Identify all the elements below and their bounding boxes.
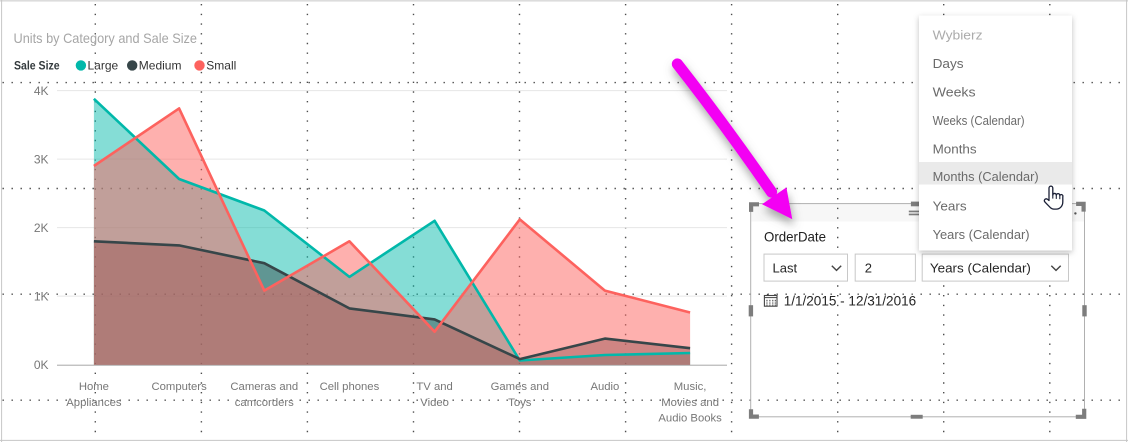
svg-text:Movies and: Movies and — [661, 397, 719, 409]
svg-text:2K: 2K — [34, 221, 49, 235]
svg-text:Months (Calendar): Months (Calendar) — [933, 169, 1039, 184]
svg-text:Music,: Music, — [674, 381, 707, 393]
svg-text:3K: 3K — [34, 152, 49, 166]
svg-text:4K: 4K — [34, 84, 49, 98]
svg-text:Games and: Games and — [491, 381, 549, 393]
svg-text:Video: Video — [420, 397, 449, 409]
svg-text:1K: 1K — [34, 289, 49, 303]
svg-text:Audio: Audio — [590, 381, 619, 393]
svg-text:Weeks: Weeks — [933, 85, 977, 100]
svg-text:OrderDate: OrderDate — [764, 229, 826, 245]
svg-text:Years (Calendar): Years (Calendar) — [930, 261, 1031, 276]
svg-text:Appliances: Appliances — [66, 397, 122, 409]
svg-text:TV and: TV and — [416, 381, 452, 393]
svg-text:Last: Last — [773, 261, 798, 276]
svg-text:0K: 0K — [34, 358, 49, 372]
svg-text:camcorders: camcorders — [235, 397, 294, 409]
svg-text:Wybierz: Wybierz — [933, 28, 983, 43]
svg-text:Years: Years — [933, 199, 968, 214]
svg-text:1/1/2015 - 12/31/2016: 1/1/2015 - 12/31/2016 — [784, 293, 917, 309]
svg-text:Days: Days — [933, 56, 965, 71]
svg-text:Sale Size: Sale Size — [14, 59, 60, 73]
svg-text:Small: Small — [206, 59, 236, 73]
svg-text:Computers: Computers — [151, 381, 207, 393]
svg-text:Years (Calendar): Years (Calendar) — [933, 227, 1030, 242]
svg-text:Cell phones: Cell phones — [320, 381, 380, 393]
svg-text:Toys: Toys — [508, 397, 532, 409]
svg-text:Cameras and: Cameras and — [230, 381, 298, 393]
svg-text:Medium: Medium — [139, 59, 182, 73]
svg-text:Home: Home — [79, 381, 109, 393]
svg-text:Weeks (Calendar): Weeks (Calendar) — [933, 113, 1025, 128]
svg-text:2: 2 — [865, 261, 872, 276]
svg-text:Large: Large — [88, 59, 119, 73]
svg-text:Units by Category and Sale Siz: Units by Category and Sale Size — [14, 30, 198, 46]
svg-text:Months: Months — [933, 142, 978, 157]
svg-text:Audio Books: Audio Books — [658, 413, 722, 425]
